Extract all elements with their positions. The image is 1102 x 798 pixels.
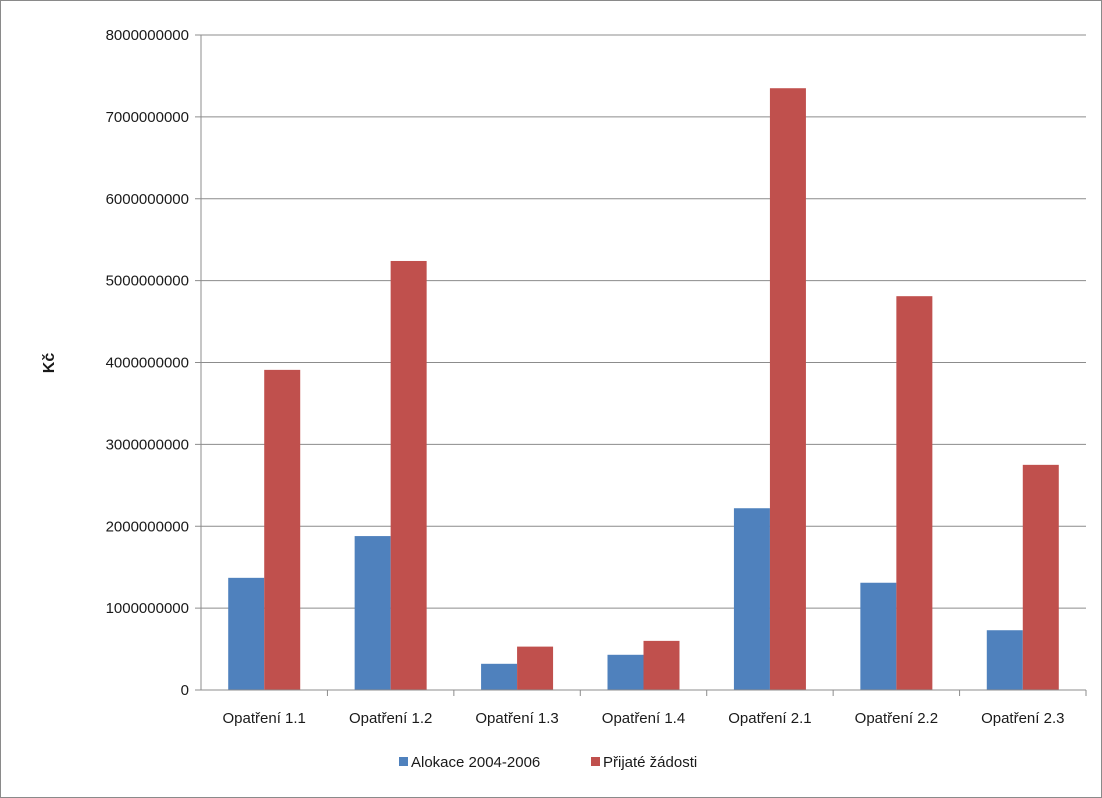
y-tick-label: 6000000000 — [106, 191, 189, 208]
y-tick-label: 3000000000 — [106, 436, 189, 453]
gridlines — [201, 34, 1086, 609]
legend-swatch — [591, 757, 600, 766]
x-category-label: Opatření 1.4 — [602, 710, 685, 727]
y-tick-label: 2000000000 — [106, 518, 189, 535]
legend-label: Přijaté žádosti — [603, 754, 697, 771]
bar-prijate — [517, 646, 554, 690]
y-axis-title: Kč — [41, 353, 58, 374]
y-tick-label: 1000000000 — [106, 600, 189, 617]
y-tick-label: 4000000000 — [106, 355, 189, 372]
axes — [195, 34, 1087, 696]
bar-prijate — [769, 88, 806, 690]
bar-prijate — [643, 640, 680, 690]
legend: Alokace 2004-2006 Přijaté žádosti — [399, 754, 697, 771]
bar-alokace — [860, 582, 897, 690]
y-tick-label: 0 — [181, 682, 189, 699]
bar-prijate — [264, 369, 301, 690]
bar-alokace — [986, 630, 1023, 690]
bar-alokace — [733, 508, 770, 690]
bar-prijate — [390, 260, 427, 690]
y-tick-label: 7000000000 — [106, 109, 189, 126]
x-category-label: Opatření 1.2 — [349, 710, 432, 727]
x-category-label: Opatření 2.3 — [981, 710, 1064, 727]
bar-alokace — [228, 577, 265, 690]
category-labels: Opatření 1.1 Opatření 1.2 Opatření 1.3 Opat… — [223, 710, 1065, 727]
y-tick-label: 5000000000 — [106, 273, 189, 290]
bar-prijate — [1022, 464, 1059, 690]
x-category-label: Opatření 2.1 — [728, 710, 811, 727]
bars — [228, 88, 1059, 690]
x-category-label: Opatření 1.3 — [475, 710, 558, 727]
bar-prijate — [896, 296, 933, 690]
y-tick-label: 8000000000 — [106, 27, 189, 44]
bar-alokace — [607, 654, 644, 690]
bar-alokace — [481, 663, 518, 690]
y-tick-labels: 0 1000000000 2000000000 3000000000 400000000… — [106, 27, 189, 699]
legend-swatch — [399, 757, 408, 766]
x-category-label: Opatření 2.2 — [855, 710, 938, 727]
x-category-label: Opatření 1.1 — [223, 710, 306, 727]
bar-alokace — [354, 536, 391, 690]
legend-label: Alokace 2004-2006 — [411, 754, 540, 771]
